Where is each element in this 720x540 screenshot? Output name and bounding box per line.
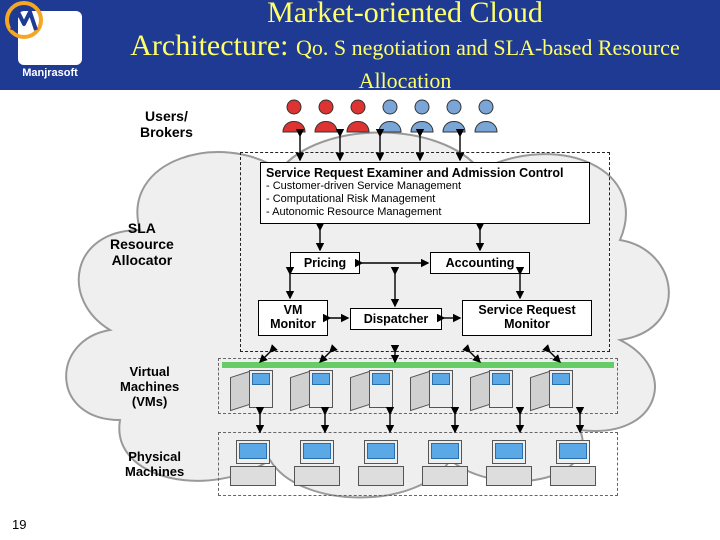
pms-row: [230, 440, 602, 490]
vm-icon: [230, 370, 278, 412]
users-row: [280, 98, 500, 134]
box-reqmon: Service RequestMonitor: [462, 300, 592, 336]
label-sla-text: SLAResourceAllocator: [110, 220, 174, 268]
label-users-text: Users/Brokers: [140, 108, 193, 140]
user-icon: [472, 98, 500, 134]
box-dispatcher-text: Dispatcher: [364, 312, 429, 326]
box-examiner-lines: - Customer-driven Service Management- Co…: [266, 180, 584, 220]
user-icon: [280, 98, 308, 134]
box-accounting: Accounting: [430, 252, 530, 274]
subtitle: Qo. S negotiation and SLA-based Resource…: [296, 35, 680, 93]
user-icon: [408, 98, 436, 134]
pm-icon: [550, 440, 602, 490]
header: Manjrasoft Market-oriented Cloud Archite…: [0, 0, 720, 90]
box-dispatcher: Dispatcher: [350, 308, 442, 330]
slide-number: 19: [12, 517, 26, 532]
box-pricing: Pricing: [290, 252, 360, 274]
user-icon: [440, 98, 468, 134]
pm-icon: [422, 440, 474, 490]
label-users: Users/Brokers: [140, 108, 193, 140]
user-icon: [344, 98, 372, 134]
vm-icon: [470, 370, 518, 412]
box-accounting-text: Accounting: [446, 256, 515, 270]
title: Market-oriented Cloud Architecture: Qo. …: [100, 0, 710, 95]
pm-icon: [294, 440, 346, 490]
label-pms-text: PhysicalMachines: [125, 449, 184, 479]
box-pricing-text: Pricing: [304, 256, 346, 270]
user-icon: [376, 98, 404, 134]
pm-icon: [486, 440, 538, 490]
box-reqmon-text: Service RequestMonitor: [478, 303, 575, 331]
box-examiner: Service Request Examiner and Admission C…: [260, 162, 590, 224]
diagram-stage: Users/Brokers SLAResourceAllocator Virtu…: [0, 90, 720, 540]
box-vmmon-text: VMMonitor: [270, 303, 316, 331]
logo-text: Manjrasoft: [0, 67, 100, 79]
label-pms: PhysicalMachines: [125, 450, 184, 480]
label-vms-text: VirtualMachines(VMs): [120, 364, 179, 409]
label-vms: VirtualMachines(VMs): [120, 365, 179, 410]
box-examiner-title: Service Request Examiner and Admission C…: [266, 166, 584, 180]
logo-icon: [18, 11, 82, 65]
title-line2: Architecture:: [130, 29, 288, 62]
pm-icon: [230, 440, 282, 490]
vms-row: [230, 370, 578, 412]
user-icon: [312, 98, 340, 134]
pm-icon: [358, 440, 410, 490]
vms-bar: [222, 362, 614, 368]
vm-icon: [290, 370, 338, 412]
vm-icon: [410, 370, 458, 412]
title-block: Market-oriented Cloud Architecture: Qo. …: [100, 0, 720, 95]
title-line1: Market-oriented Cloud: [267, 0, 543, 29]
label-sla: SLAResourceAllocator: [110, 220, 174, 268]
vm-icon: [530, 370, 578, 412]
logo: Manjrasoft: [0, 11, 100, 79]
slide: Manjrasoft Market-oriented Cloud Archite…: [0, 0, 720, 540]
vm-icon: [350, 370, 398, 412]
box-vmmon: VMMonitor: [258, 300, 328, 336]
